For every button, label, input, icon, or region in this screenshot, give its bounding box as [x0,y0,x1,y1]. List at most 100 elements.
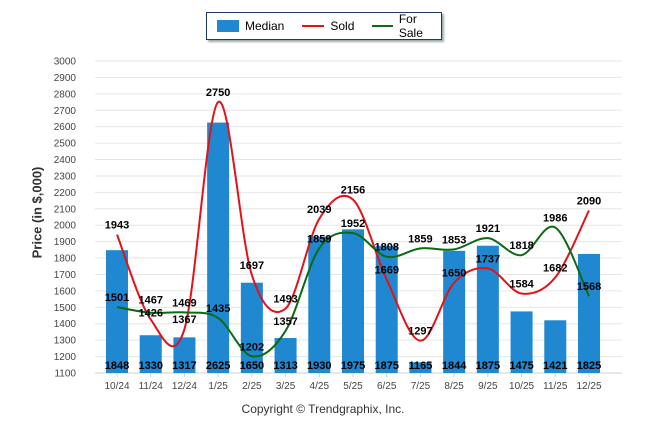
sold-data-label: 1367 [172,314,196,326]
y-tick-label: 1900 [54,237,77,248]
for-sale-data-label: 1859 [307,233,331,245]
for-sale-data-label: 1357 [273,316,297,328]
y-tick-label: 1800 [54,254,77,265]
sold-data-label: 1426 [138,308,162,320]
y-tick-label: 1600 [54,286,77,297]
x-tick-label: 7/25 [411,381,431,392]
x-tick-label: 8/25 [444,381,464,392]
sold-data-label: 1669 [374,265,398,277]
sold-data-label: 2750 [206,87,230,99]
median-bar [375,245,398,373]
median-data-label: 2625 [206,360,230,372]
legend-item-for-sale[interactable]: For Sale [372,12,441,40]
y-tick-label: 2700 [54,106,77,117]
for-sale-data-label: 1469 [172,297,196,309]
sold-data-label: 2090 [577,195,601,207]
x-tick-label: 11/24 [139,381,164,392]
median-bar [207,122,230,373]
median-bar [510,311,533,373]
y-tick-label: 2800 [54,89,77,100]
for-sale-data-label: 1501 [105,292,129,304]
y-tick-label: 3000 [54,57,77,68]
for-sale-data-label: 1435 [206,303,230,315]
legend-item-sold[interactable]: Sold [302,19,354,33]
for-sale-data-label: 1921 [476,223,500,235]
median-bar [139,335,162,373]
y-tick-label: 1300 [54,336,77,347]
median-bar [578,253,600,373]
y-tick-label: 2300 [54,171,77,182]
for-sale-data-label: 1853 [442,234,466,246]
y-tick-label: 1200 [54,352,77,363]
x-axis-ticks: 10/24 11/24 12/24 1/25 2/25 3/25 4/25 5/25 6/25 7… [104,373,602,392]
y-tick-label: 2200 [54,188,77,199]
sold-data-label: 1943 [105,220,129,232]
sold-data-label: 1682 [543,262,567,274]
legend-label-sold: Sold [330,19,355,33]
y-axis-ticks: 1100 1200 1300 1400 1500 1600 1700 1800 1900 2000… [54,57,77,380]
legend-label-median: Median [245,19,285,33]
for-sale-data-label: 1568 [577,281,601,293]
x-tick-label: 12/24 [172,381,197,392]
median-data-label: 1650 [240,360,264,372]
median-bar [476,245,499,373]
median-data-label: 1421 [543,360,567,372]
median-bar [342,229,364,373]
y-tick-label: 2400 [54,155,77,166]
x-tick-label: 10/24 [104,381,129,392]
legend-item-median[interactable]: Median [217,19,284,33]
y-tick-label: 2600 [54,122,77,133]
sold-data-label: 1650 [442,268,466,280]
sold-data-label: 2039 [307,204,331,216]
x-tick-label: 5/25 [343,381,363,392]
sold-data-label: 1697 [240,260,264,272]
legend: Median Sold For Sale [206,12,442,40]
sold-line [116,101,590,348]
median-bar [308,236,331,373]
median-bars [106,122,600,373]
sold-swatch [302,25,325,27]
median-data-label: 1930 [307,360,331,372]
sold-data-label: 2156 [341,185,365,197]
sold-data-label: 1584 [509,279,534,291]
median-bar [409,362,432,373]
y-tick-label: 2900 [54,73,77,84]
median-data-label: 1475 [509,360,533,372]
legend-label-for-sale: For Sale [398,12,423,40]
median-data-label: 1875 [374,360,398,372]
median-data-label: 1313 [273,360,297,372]
series-lines [116,101,590,358]
y-tick-label: 1700 [54,270,77,281]
for-sale-data-label: 1808 [374,242,398,254]
for-sale-data-label: 1818 [509,240,533,252]
for-sale-data-label: 1467 [138,295,162,307]
for-sale-line [116,225,590,358]
for-sale-data-label: 1986 [543,213,567,225]
median-data-label: 1848 [105,360,129,372]
y-tick-label: 2100 [54,204,77,215]
median-data-label: 1317 [172,360,196,372]
sold-data-label: 1737 [476,253,500,265]
median-data-label: 1844 [442,360,467,372]
median-bar [443,250,466,373]
copyright: Copyright © Trendgraphix, Inc. [241,402,405,416]
y-tick-label: 1400 [54,319,77,330]
median-data-label: 1875 [476,360,500,372]
median-bar [240,282,263,373]
y-tick-label: 1100 [54,369,76,380]
x-tick-label: 12/25 [576,381,601,392]
y-tick-label: 1500 [54,303,77,314]
median-data-label: 1165 [408,360,432,372]
median-bar [544,320,567,373]
median-data-label: 1825 [577,360,601,372]
for-sale-data-label: 1952 [341,218,365,230]
median-bar [274,338,297,373]
x-tick-label: 2/25 [242,381,262,392]
median-data-label: 1975 [341,360,365,372]
x-tick-label: 6/25 [377,381,397,392]
median-data-label: 1330 [138,360,162,372]
median-swatch [217,20,239,32]
x-tick-label: 4/25 [310,381,330,392]
for-sale-data-label: 1859 [408,233,432,245]
